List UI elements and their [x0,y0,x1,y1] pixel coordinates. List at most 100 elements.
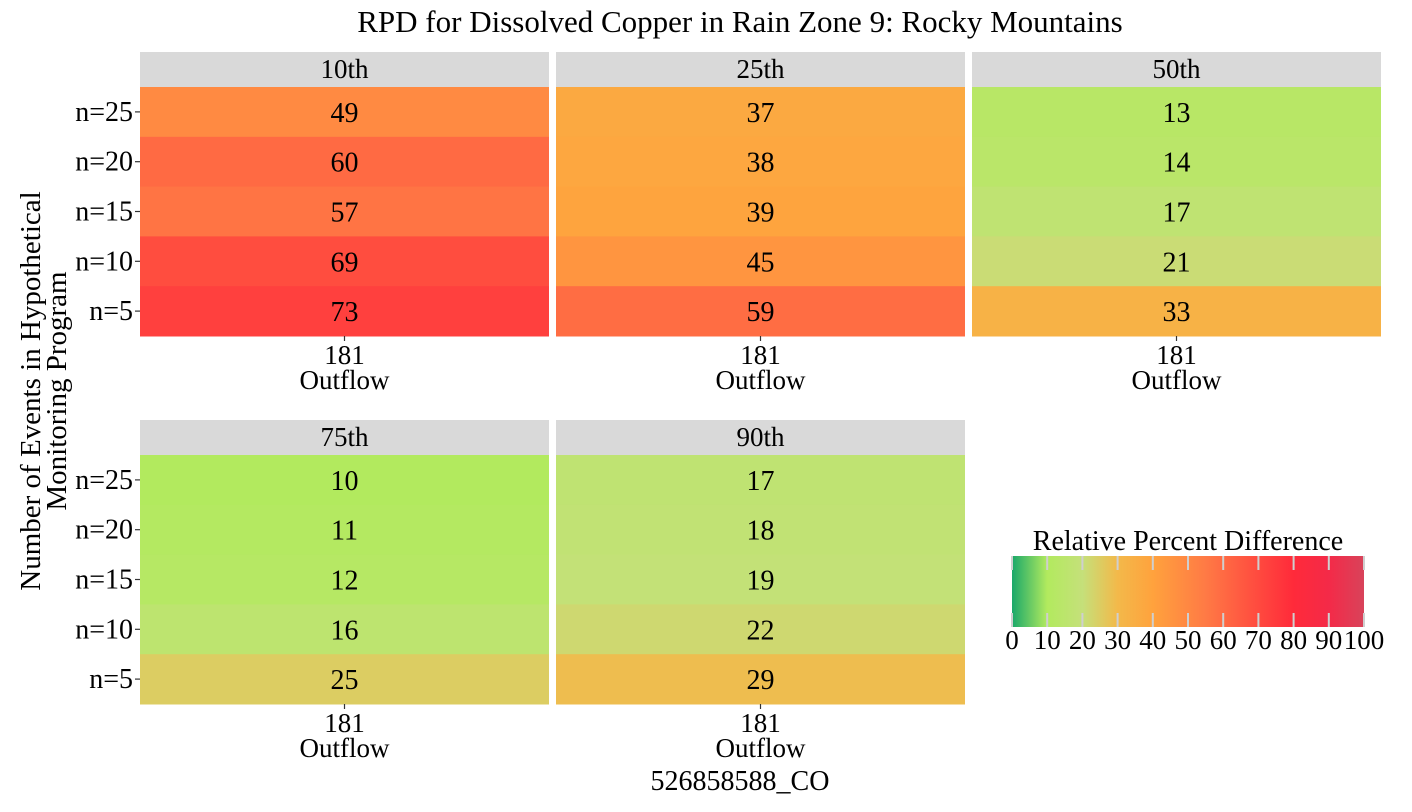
facet-strip-label: 90th [736,422,785,452]
facet-strip-label: 50th [1152,54,1201,84]
y-tick-label: n=20 [75,147,133,178]
y-axis-title: Number of Events in Hypothetical Monitor… [15,191,73,590]
x-tick-label-line-1: 181 [324,340,365,370]
y-tick-label: n=10 [75,246,133,277]
y-tick-label: n=10 [75,614,133,645]
heatmap-cell [972,236,1381,287]
cell-value-label: 22 [747,615,775,646]
x-axis-title: 526858588_CO [651,766,830,797]
legend-tick-label: 100 [1344,625,1385,655]
facet-strip [140,420,549,455]
legend-tick-label: 50 [1175,625,1202,655]
heatmap-cell [556,455,965,506]
heatmap-cell [140,504,549,556]
x-tick-label-line-2: Outflow [300,733,390,763]
y-axis-title-line-2: Monitoring Program [41,271,73,511]
legend-tick-label: 30 [1104,625,1131,655]
legend-ticks: 0 10 20 30 40 50 60 70 80 90 100 [1005,556,1384,655]
y-tick-label: n=20 [75,515,133,546]
cell-value-label: 45 [747,247,775,278]
x-tick-label-line-2: Outflow [300,365,390,395]
legend-tick-label: 10 [1034,625,1061,655]
facet-strip [556,52,965,87]
legend-tick-label: 70 [1245,625,1272,655]
cell-value-label: 29 [747,665,775,696]
heatmap-cell [140,455,549,506]
cell-value-label: 14 [1163,148,1191,179]
cell-value-label: 37 [747,98,775,129]
cell-value-label: 18 [747,516,775,547]
facet-strip-label: 75th [320,422,369,452]
legend-tick-label: 60 [1210,625,1237,655]
cell-value-label: 11 [331,516,358,547]
heatmap-cell [972,186,1381,237]
color-legend: Relative Percent Difference 0 10 20 30 40 50 6… [1005,526,1384,655]
heatmap-cell [140,87,549,138]
cell-value-label: 21 [1163,247,1191,278]
heatmap-cell [140,654,549,705]
y-tick-label: n=15 [75,565,133,596]
chart-title: RPD for Dissolved Copper in Rain Zone 9:… [357,4,1122,39]
heatmap-cell [140,136,549,188]
cell-value-label: 10 [331,466,359,497]
x-tick-label-line-1: 181 [740,340,781,370]
heatmap-cell [556,186,965,237]
facet-panels: 10th4960576973181Outflown=25n=20n=15n=10… [75,52,1381,763]
y-tick-label: n=5 [89,296,133,327]
legend-tick-label: 0 [1005,625,1019,655]
facet-strip [140,52,549,87]
heatmap-cell [972,87,1381,138]
heatmap-cell [140,604,549,655]
x-tick-label-line-2: Outflow [1132,365,1222,395]
cell-value-label: 33 [1163,297,1191,328]
cell-value-label: 39 [747,198,775,229]
cell-value-label: 69 [331,247,359,278]
cell-value-label: 13 [1163,98,1191,129]
heatmap-cell [140,554,549,605]
legend-title: Relative Percent Difference [1033,526,1343,557]
legend-tick-label: 80 [1280,625,1307,655]
y-tick-label: n=25 [75,97,133,128]
heatmap-cell [140,186,549,237]
cell-value-label: 25 [331,665,359,696]
heatmap-cell [140,236,549,287]
facet-strip-label: 10th [320,54,369,84]
legend-tick-label: 20 [1069,625,1096,655]
heatmap-cell [556,286,965,337]
heatmap-cell [556,87,965,138]
x-tick-label-line-1: 181 [324,708,365,738]
cell-value-label: 16 [331,615,359,646]
heatmap-cell [556,504,965,556]
facet-strip [556,420,965,455]
cell-value-label: 59 [747,297,775,328]
heatmap-cell [140,286,549,337]
cell-value-label: 57 [331,198,359,229]
x-tick-label-line-2: Outflow [716,365,806,395]
cell-value-label: 17 [747,466,775,497]
legend-tick-label: 40 [1139,625,1166,655]
y-axis-title-line-1: Number of Events in Hypothetical [15,191,47,590]
cell-value-label: 12 [331,566,359,597]
x-tick-label-line-2: Outflow [716,733,806,763]
heatmap-cell [972,286,1381,337]
cell-value-label: 19 [747,566,775,597]
y-tick-label: n=5 [89,664,133,695]
heatmap-cell [556,136,965,188]
y-tick-label: n=15 [75,197,133,228]
cell-value-label: 49 [331,98,359,129]
cell-value-label: 17 [1163,198,1191,229]
heatmap-cell [556,654,965,705]
heatmap-cell [556,554,965,605]
x-tick-label-line-1: 181 [740,708,781,738]
facet-strip [972,52,1381,87]
legend-tick-label: 90 [1315,625,1342,655]
cell-value-label: 38 [747,148,775,179]
x-tick-label-line-1: 181 [1156,340,1197,370]
cell-value-label: 73 [331,297,359,328]
